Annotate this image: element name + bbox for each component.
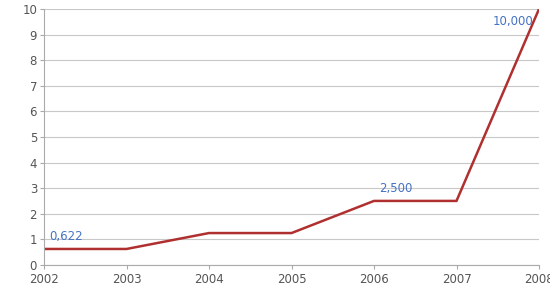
Text: 10,000: 10,000: [493, 14, 534, 28]
Text: 0,622: 0,622: [50, 230, 83, 244]
Text: 2,500: 2,500: [379, 182, 413, 195]
